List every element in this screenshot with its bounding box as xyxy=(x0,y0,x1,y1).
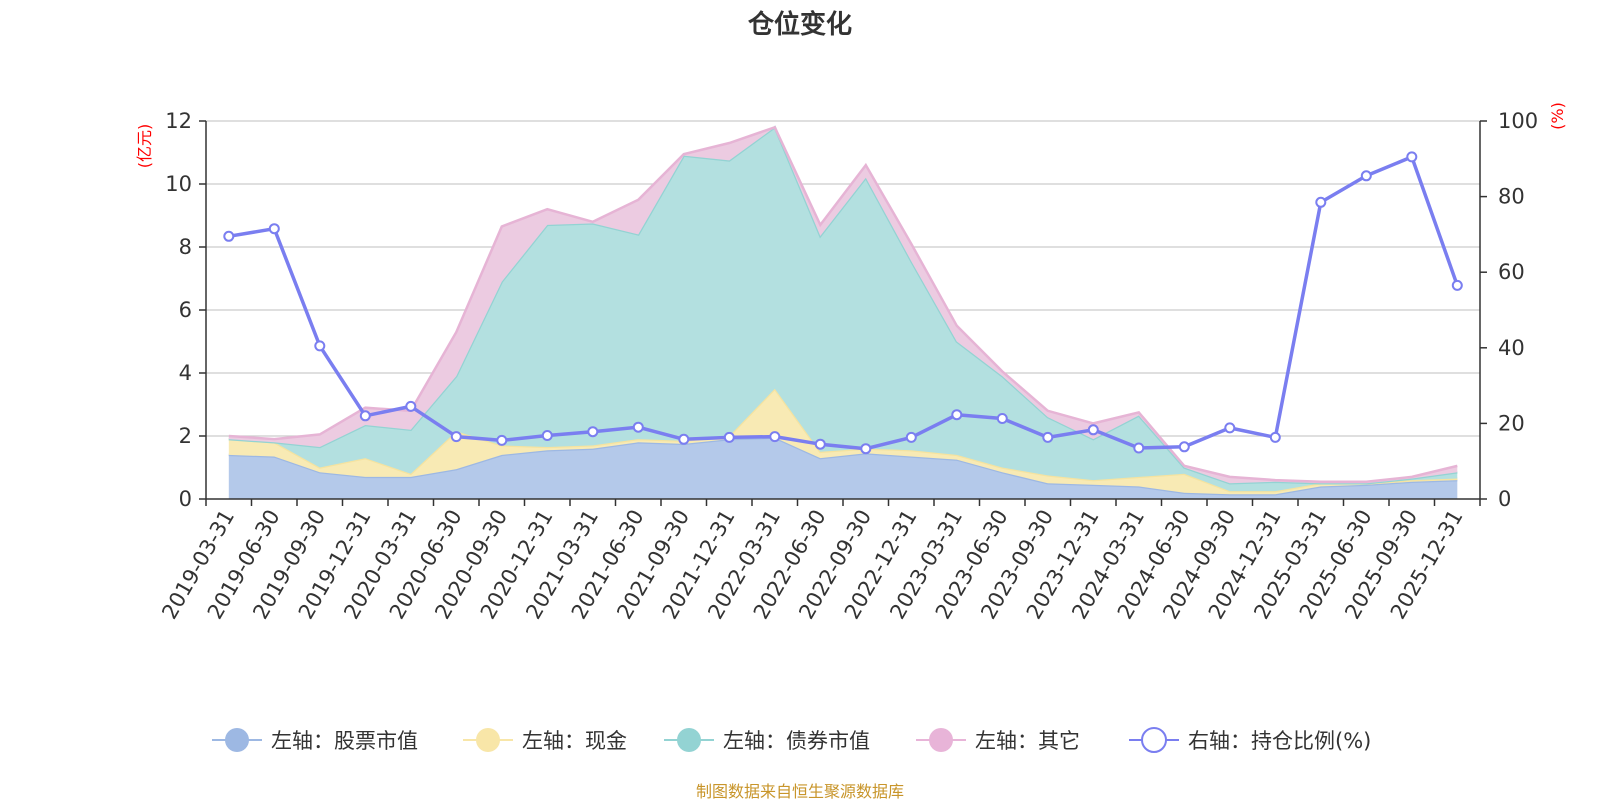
legend-marker-circle xyxy=(929,728,953,752)
chart-title: 仓位变化 xyxy=(747,9,852,40)
left-axis-tick-label: 8 xyxy=(179,235,192,259)
area-series-1 xyxy=(228,437,1458,499)
legend-marker-circle xyxy=(1141,727,1167,753)
ratio-point xyxy=(860,443,872,455)
ratio-point xyxy=(1042,431,1054,443)
legend-label: 左轴：现金 xyxy=(522,729,627,753)
ratio-point xyxy=(1178,441,1190,453)
right-axis-tick-label: 60 xyxy=(1498,260,1525,284)
area-series-3 xyxy=(228,127,1458,492)
ratio-point xyxy=(1087,424,1099,436)
legend: 左轴：股票市值 左轴：现金 左轴：债券市值 左轴：其它 右轴：持仓比例(%) xyxy=(212,727,1371,753)
ratio-line xyxy=(223,151,1463,455)
left-axis-tick-label: 4 xyxy=(179,361,192,385)
legend-marker-circle xyxy=(225,728,249,752)
left-axis-unit: (亿元) xyxy=(135,124,154,169)
legend-item: 左轴：现金 xyxy=(463,728,627,753)
ratio-point xyxy=(1133,442,1145,454)
ratio-point xyxy=(359,410,371,422)
legend-label: 左轴：债券市值 xyxy=(723,729,870,753)
right-axis-tick-label: 100 xyxy=(1498,109,1538,133)
legend-label: 右轴：持仓比例(%) xyxy=(1188,729,1371,753)
ratio-point xyxy=(905,431,917,443)
area-edge-series-4 xyxy=(228,125,1458,483)
ratio-line-path xyxy=(228,155,1459,451)
right-axis-tick-label: 0 xyxy=(1498,487,1511,511)
left-axis-tick-label: 6 xyxy=(179,298,192,322)
ratio-point xyxy=(1360,170,1372,182)
ratio-point xyxy=(769,431,781,443)
ratio-point xyxy=(1224,422,1236,434)
ratio-point xyxy=(1406,151,1418,163)
ratio-point xyxy=(268,223,280,235)
left-axis-tick-label: 2 xyxy=(179,424,192,448)
ratio-point xyxy=(678,433,690,445)
area-series-4 xyxy=(228,127,1458,484)
right-axis-tick-label: 20 xyxy=(1498,411,1525,435)
ratio-point xyxy=(814,438,826,450)
stacked-areas xyxy=(228,125,1458,499)
ratio-point xyxy=(405,400,417,412)
right-axis-tick-label: 80 xyxy=(1498,185,1525,209)
data-source-note: 制图数据来自恒生聚源数据库 xyxy=(696,782,904,800)
ratio-point xyxy=(1451,279,1463,291)
legend-item: 左轴：股票市值 xyxy=(212,728,418,753)
ratio-point xyxy=(632,421,644,433)
ratio-point xyxy=(223,230,235,242)
left-axis-tick-label: 12 xyxy=(165,109,192,133)
legend-item: 右轴：持仓比例(%) xyxy=(1129,727,1371,753)
ratio-point xyxy=(541,430,553,441)
right-axis-tick-label: 40 xyxy=(1498,336,1525,360)
ratio-point xyxy=(496,434,508,446)
legend-marker-circle xyxy=(677,728,701,752)
ratio-point xyxy=(1315,196,1327,208)
ratio-point xyxy=(314,340,326,352)
ratio-point xyxy=(723,431,735,443)
legend-label: 左轴：股票市值 xyxy=(271,729,418,753)
ratio-point xyxy=(450,431,462,443)
ratio-point xyxy=(951,409,963,421)
legend-item: 左轴：债券市值 xyxy=(664,728,870,753)
legend-label: 左轴：其它 xyxy=(975,729,1080,753)
legend-marker-circle xyxy=(476,728,500,752)
left-axis-tick-label: 0 xyxy=(179,487,192,511)
right-axis-unit: (%) xyxy=(1548,102,1567,130)
ratio-point xyxy=(587,426,599,438)
ratio-point xyxy=(1269,431,1281,443)
left-axis-tick-label: 10 xyxy=(165,172,192,196)
ratio-point xyxy=(996,413,1008,424)
legend-item: 左轴：其它 xyxy=(916,728,1080,753)
